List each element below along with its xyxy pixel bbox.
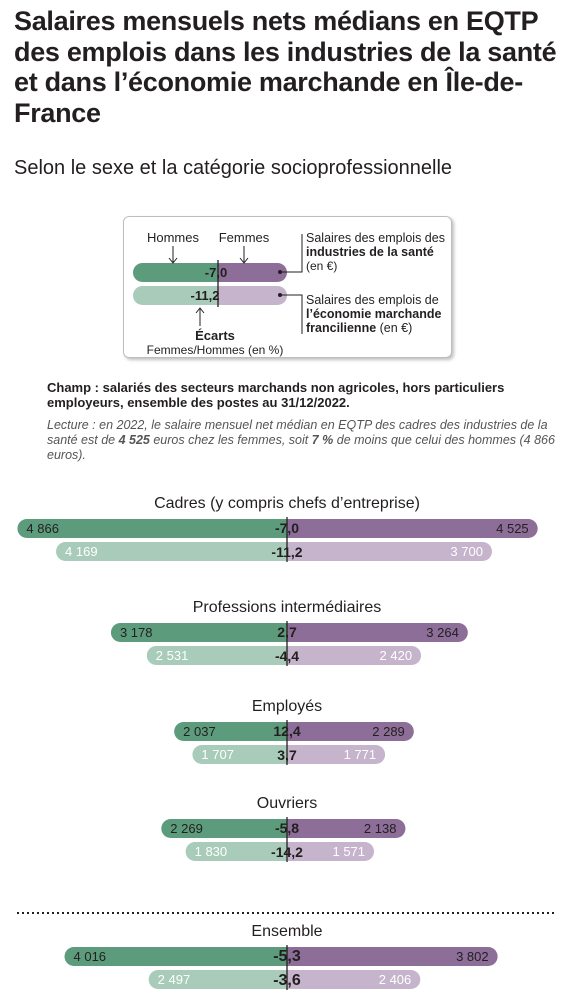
label-femmes-sante-employes: 2 289 <box>372 724 405 739</box>
label-hommes-sante-professions-intermediaires: 3 178 <box>120 625 153 640</box>
bar-hommes-eco-cadres <box>56 542 287 561</box>
chart-title: Salaires mensuels nets médians en EQTP d… <box>14 6 557 128</box>
bar-femmes-sante-ensemble <box>287 947 498 966</box>
label-femmes-sante-ouvriers: 2 138 <box>364 821 397 836</box>
category-title-cadres: Cadres (y compris chefs d’entreprise) <box>154 495 420 512</box>
bar-femmes-sante-professions-intermediaires <box>287 623 468 642</box>
label-femmes-eco-ouvriers: 1 571 <box>332 844 365 859</box>
bar-hommes-sante-professions-intermediaires <box>110 623 287 642</box>
legend-eco-line3: francilienne (en €) <box>306 321 412 335</box>
legend-sante-dot <box>278 270 282 274</box>
legend-bar-femmes-sante <box>218 263 287 282</box>
label-hommes-eco-ensemble: 2 497 <box>158 972 191 987</box>
legend-hommes-arrowhead <box>168 257 178 264</box>
label-femmes-sante-ensemble: 3 802 <box>456 949 489 964</box>
label-hommes-sante-cadres: 4 866 <box>26 521 59 536</box>
bar-hommes-sante-ensemble <box>64 947 287 966</box>
legend-sante-line2: industries de la santé <box>306 245 434 259</box>
legend-ecarts-arrowhead <box>195 307 205 314</box>
bar-femmes-sante-cadres <box>287 519 538 538</box>
category-title-professions-intermediaires: Professions intermédiaires <box>193 599 382 616</box>
lecture-note: Lecture : en 2022, le salaire mensuel ne… <box>47 418 555 462</box>
bar-hommes-eco-ouvriers <box>185 842 287 861</box>
legend-eco-connector <box>280 294 303 334</box>
label-femmes-sante-cadres: 4 525 <box>496 521 529 536</box>
legend-ecarts-sublabel: Femmes/Hommes (en %) <box>147 343 284 357</box>
label-hommes-sante-ensemble: 4 016 <box>74 949 107 964</box>
legend-bar-femmes-eco <box>218 286 287 305</box>
bar-hommes-eco-employes <box>192 745 287 764</box>
label-femmes-eco-ensemble: 2 406 <box>379 972 412 987</box>
legend-femmes-arrowhead <box>239 257 249 264</box>
legend-eco-dot <box>278 293 282 297</box>
legend-box <box>123 216 452 358</box>
label-femmes-eco-professions-intermediaires: 2 420 <box>380 648 413 663</box>
label-femmes-eco-cadres: 3 700 <box>450 544 483 559</box>
legend-eco-line3-unit: (en €) <box>376 321 412 335</box>
label-hommes-sante-ouvriers: 2 269 <box>170 821 203 836</box>
legend-sante-line3: (en €) <box>306 259 337 273</box>
bar-hommes-eco-professions-intermediaires <box>146 646 287 665</box>
legend-gap-eco: -11,2 <box>191 288 220 303</box>
legend-eco-line2: l’économie marchande <box>306 307 442 321</box>
chart-subtitle: Selon le sexe et la catégorie socioprofe… <box>14 157 453 179</box>
bar-hommes-sante-cadres <box>17 519 288 538</box>
legend-hommes-label: Hommes <box>147 230 200 245</box>
bar-femmes-eco-professions-intermediaires <box>287 646 422 665</box>
category-title-ensemble: Ensemble <box>251 923 322 940</box>
label-hommes-eco-ouvriers: 1 830 <box>195 844 228 859</box>
champ-note: Champ : salariés des secteurs marchands … <box>47 380 505 410</box>
label-femmes-sante-professions-intermediaires: 3 264 <box>426 625 459 640</box>
label-femmes-eco-employes: 1 771 <box>344 747 377 762</box>
bar-femmes-eco-cadres <box>287 542 492 561</box>
label-hommes-eco-employes: 1 707 <box>201 747 234 762</box>
legend-femmes-label: Femmes <box>219 230 270 245</box>
bar-femmes-eco-ensemble <box>287 970 421 989</box>
bar-hommes-eco-ensemble <box>148 970 287 989</box>
legend-eco-line3-bold: francilienne <box>306 321 376 335</box>
bar-femmes-sante-ouvriers <box>287 819 406 838</box>
legend-sante-connector <box>280 234 303 273</box>
label-hommes-eco-cadres: 4 169 <box>65 544 98 559</box>
category-title-employes: Employés <box>252 698 322 715</box>
label-hommes-sante-employes: 2 037 <box>183 724 216 739</box>
legend-ecarts-label: Écarts <box>195 328 235 343</box>
bar-hommes-sante-employes <box>174 722 287 741</box>
label-hommes-eco-professions-intermediaires: 2 531 <box>156 648 189 663</box>
legend-sante-line1: Salaires des emplois des <box>306 231 445 245</box>
bar-femmes-sante-employes <box>287 722 414 741</box>
bar-hommes-sante-ouvriers <box>161 819 287 838</box>
bar-femmes-eco-employes <box>287 745 386 764</box>
legend-eco-line1: Salaires des emplois de <box>306 293 439 307</box>
category-title-ouvriers: Ouvriers <box>257 795 317 812</box>
bar-femmes-eco-ouvriers <box>287 842 375 861</box>
legend-gap-sante: -7,0 <box>205 265 227 280</box>
